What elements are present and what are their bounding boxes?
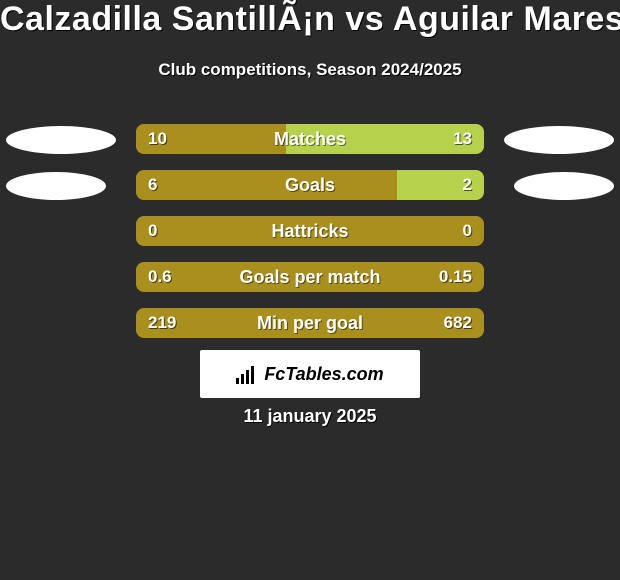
bar-fill-left [136,170,390,200]
stat-rows: Matches 10 13 Goals 6 2 Hattricks 0 0 [0,118,620,348]
stat-row: Min per goal 219 682 [0,302,620,348]
stat-value-left: 6 [148,170,157,200]
logo: FcTables.com [200,350,420,398]
ellipse-right [504,126,614,154]
stat-value-right: 682 [444,308,472,338]
bar-track [136,170,484,200]
date-text: 11 january 2025 [0,406,620,427]
stat-row: Goals per match 0.6 0.15 [0,256,620,302]
bar-track [136,308,484,338]
chart-bars-icon [236,364,258,384]
logo-text: FcTables.com [264,364,383,385]
ellipse-left [6,172,106,200]
stat-value-left: 10 [148,124,167,154]
comparison-infographic: Calzadilla SantillÃ¡n vs Aguilar Mares C… [0,0,620,580]
page-title: Calzadilla SantillÃ¡n vs Aguilar Mares C… [0,0,620,39]
stat-value-left: 0.6 [148,262,172,292]
bar-track [136,124,484,154]
stat-row: Matches 10 13 [0,118,620,164]
stat-value-right: 13 [453,124,472,154]
stat-value-right: 0.15 [439,262,472,292]
stat-row: Goals 6 2 [0,164,620,210]
stat-row: Hattricks 0 0 [0,210,620,256]
ellipse-right [514,172,614,200]
ellipse-left [6,126,116,154]
stat-value-right: 2 [463,170,472,200]
bar-track [136,262,484,292]
stat-value-left: 219 [148,308,176,338]
stat-value-left: 0 [148,216,157,246]
stat-value-right: 0 [463,216,472,246]
bar-track [136,216,484,246]
subtitle: Club competitions, Season 2024/2025 [0,60,620,80]
